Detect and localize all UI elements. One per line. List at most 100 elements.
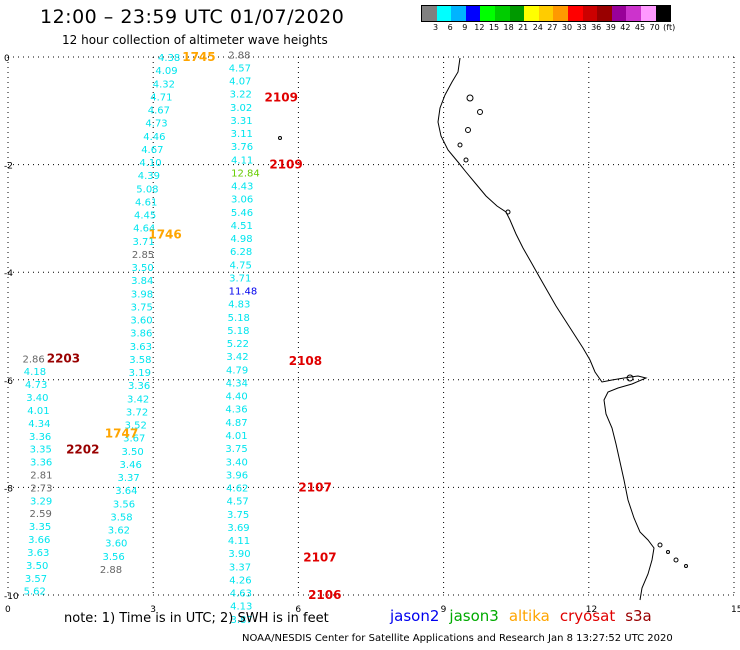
mission-cryosat: cryosat — [559, 607, 616, 625]
wave-height-value: 4.38 — [158, 53, 180, 64]
legend-swatch-1 — [436, 6, 452, 21]
wave-height-value: 3.40 — [26, 393, 48, 404]
mission-s3a: s3a — [625, 607, 652, 625]
wave-height-value: 4.73 — [25, 380, 47, 391]
wave-height-value: 4.63 — [230, 589, 252, 600]
wave-height-value: 4.87 — [225, 418, 247, 429]
legend-swatch-14 — [626, 6, 641, 21]
wave-height-value: 3.35 — [29, 522, 51, 533]
wave-height-value: 2.73 — [30, 483, 52, 494]
wave-height-value: 3.96 — [226, 470, 248, 481]
wave-height-value: 4.46 — [143, 132, 165, 143]
legend-tick-11: 36 — [591, 23, 602, 32]
mission-altika: altika — [508, 607, 550, 625]
wave-height-value: 3.56 — [113, 499, 135, 510]
legend-swatch-13 — [611, 6, 627, 21]
legend-swatch-3 — [465, 6, 481, 21]
wave-height-value: 3.75 — [225, 444, 247, 455]
legend-swatch-6 — [509, 6, 525, 21]
y-tick-label-1: -2 — [4, 162, 13, 172]
wave-height-value: 4.13 — [230, 602, 252, 613]
wave-height-value: 3.06 — [231, 195, 253, 206]
wave-height-value: 2.86 — [23, 354, 45, 365]
wave-height-value: 2.59 — [30, 509, 52, 520]
legend-swatch-11 — [582, 6, 598, 21]
wave-height-value: 4.26 — [229, 575, 251, 586]
pass-label: 2109 — [269, 158, 302, 172]
wave-height-value: 3.60 — [130, 316, 152, 327]
wave-height-value: 3.02 — [230, 103, 252, 114]
wave-height-value: 5.22 — [227, 339, 249, 350]
wave-height-value: 3.11 — [231, 129, 253, 140]
legend-tick-13: 42 — [620, 23, 631, 32]
wave-height-value: 5.62 — [24, 587, 46, 598]
legend-tick-6: 21 — [518, 23, 529, 32]
wave-height-value: 3.52 — [125, 421, 147, 432]
legend-tick-8: 27 — [547, 23, 558, 32]
legend-tick-15: 70 — [649, 23, 660, 32]
legend-swatch-12 — [597, 6, 612, 21]
legend-swatch-2 — [451, 6, 466, 21]
wave-height-value: 4.75 — [230, 260, 252, 271]
legend-swatch-10 — [567, 6, 583, 21]
wave-height-value: 4.01 — [225, 431, 247, 442]
legend-swatch-5 — [494, 6, 510, 21]
wave-height-value: 3.36 — [30, 458, 52, 469]
wave-height-value: 4.11 — [231, 155, 253, 166]
legend-tick-12: 39 — [605, 23, 616, 32]
wave-height-value: 4.71 — [150, 92, 172, 103]
wave-height-value: 3.71 — [132, 237, 154, 248]
pass-label: 1746 — [148, 228, 181, 242]
color-scale-ticks: 3 6 9 12 15 18 21 24 27 30 33 36 39 42 45 70 (ft) — [421, 23, 740, 35]
legend-tick-16: (ft) — [663, 23, 676, 32]
x-tick-label-0: 0 — [5, 605, 11, 615]
footer-note: note: 1) Time is in UTC; 2) SWH is in fe… — [64, 611, 329, 626]
page-title: 12:00 – 23:59 UTC 01/07/2020 — [40, 6, 345, 28]
wave-height-value: 4.64 — [133, 224, 155, 235]
legend-tick-1: 6 — [447, 23, 453, 32]
wave-height-value: 3.37 — [229, 562, 251, 573]
wave-height-value: 4.09 — [155, 66, 177, 77]
wave-height-value: 2.85 — [132, 250, 154, 261]
wave-height-value: 3.35 — [30, 445, 52, 456]
wave-height-value: 4.57 — [229, 63, 251, 74]
legend-tick-3: 12 — [474, 23, 485, 32]
wave-height-value: 4.61 — [135, 197, 157, 208]
coastline-islands — [278, 94, 688, 568]
y-tick-label-0: 0 — [4, 54, 10, 64]
wave-height-value: 4.67 — [148, 106, 170, 117]
wave-height-value: 3.58 — [129, 355, 151, 366]
pass-label: 2107 — [303, 550, 336, 564]
wave-height-value: 3.58 — [110, 512, 132, 523]
wave-height-value: 4.34 — [226, 378, 248, 389]
wave-height-value: 12.84 — [231, 168, 260, 179]
y-tick-label-3: -6 — [4, 377, 13, 387]
pass-label: 2202 — [66, 443, 99, 457]
wave-height-value: 3.63 — [130, 342, 152, 353]
wave-height-value: 3.22 — [230, 90, 252, 101]
wave-height-value: 3.64 — [115, 486, 137, 497]
wave-height-value: 3.62 — [108, 526, 130, 537]
legend-tick-2: 9 — [462, 23, 468, 32]
wave-height-value: 3.36 — [29, 432, 51, 443]
wave-height-value: 4.43 — [231, 182, 253, 193]
pass-label: 2107 — [298, 480, 331, 494]
legend-tick-10: 33 — [576, 23, 587, 32]
x-tick-label-3: 9 — [441, 605, 447, 615]
wave-height-value: 3.87 — [230, 615, 252, 626]
legend-tick-14: 45 — [634, 23, 646, 32]
color-scale-legend — [421, 5, 672, 22]
wave-height-value: 3.63 — [27, 548, 49, 559]
mission-jason2: jason2 — [390, 607, 440, 625]
wave-height-value: 4.67 — [141, 145, 163, 156]
wave-height-value: 3.56 — [103, 552, 125, 563]
legend-swatch-0 — [422, 6, 437, 21]
wave-height-value: 3.42 — [127, 394, 149, 405]
wave-height-value: 4.01 — [27, 406, 49, 417]
credits-line: NOAA/NESDIS Center for Satellite Applica… — [242, 633, 673, 644]
wave-height-value: 4.18 — [24, 367, 46, 378]
wave-height-value: 3.37 — [117, 473, 139, 484]
wave-height-value: 4.73 — [145, 119, 167, 130]
wave-height-value: 4.32 — [153, 79, 175, 90]
wave-height-value: 3.60 — [105, 539, 127, 550]
